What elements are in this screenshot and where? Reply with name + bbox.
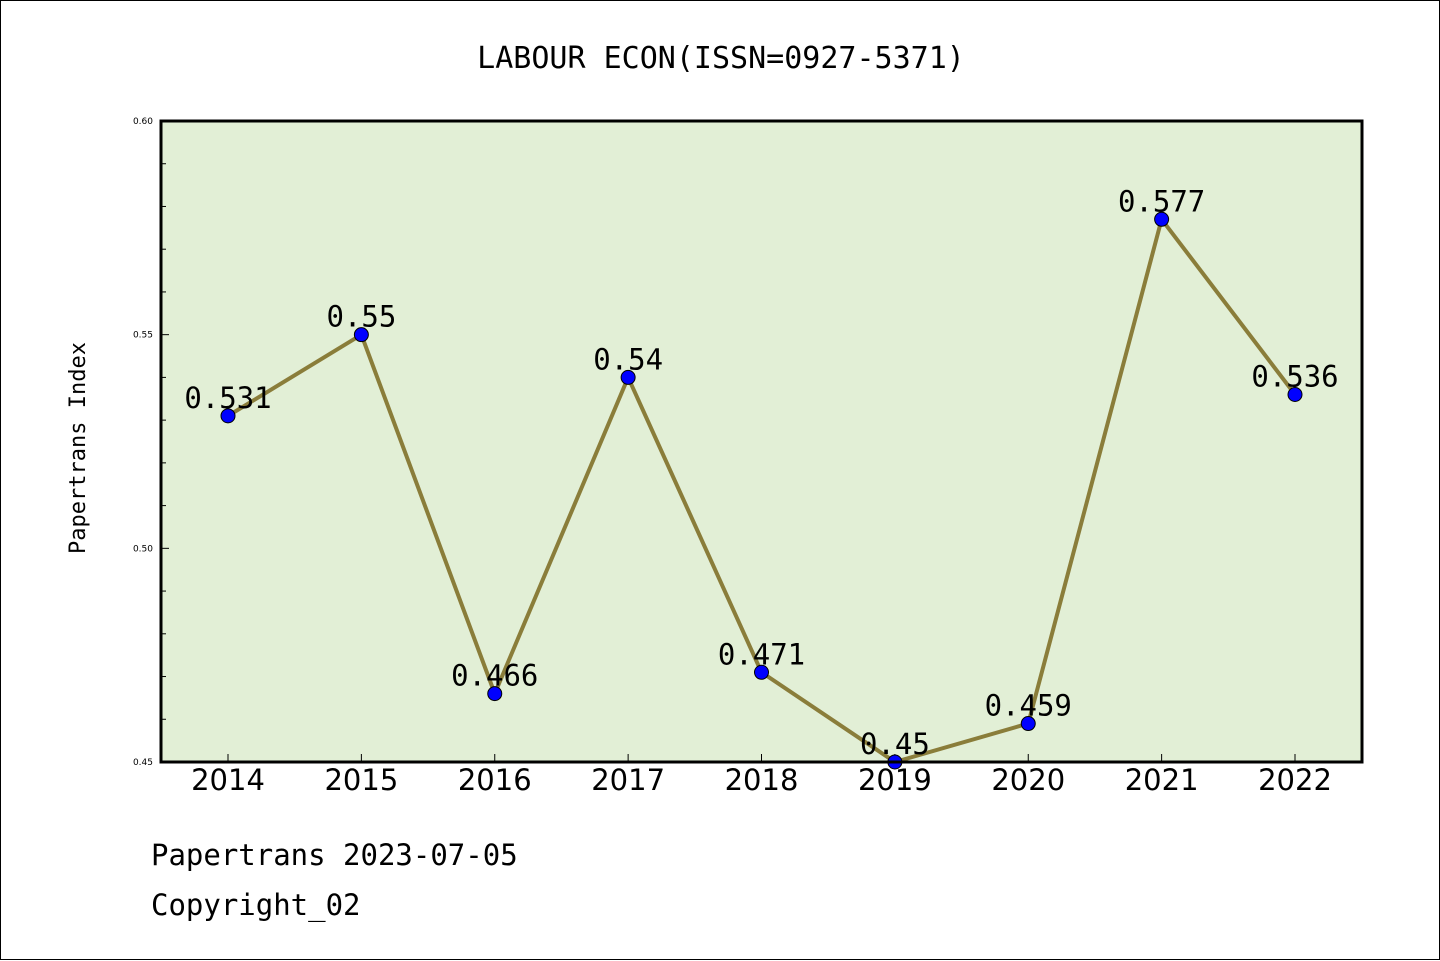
x-tick-label: 2021: [1125, 763, 1199, 797]
data-point-marker: [353, 327, 369, 343]
plot-area: [161, 121, 1362, 762]
data-label: 0.54: [593, 342, 663, 376]
data-point-marker: [220, 408, 236, 424]
footer-date: Papertrans 2023-07-05: [151, 838, 518, 872]
y-tick-label: 0.55: [133, 331, 153, 341]
y-tick-label: 0.45: [133, 758, 153, 768]
data-label: 0.459: [985, 689, 1072, 723]
data-label: 0.536: [1251, 359, 1338, 393]
y-axis-label: Papertrans Index: [66, 342, 91, 554]
x-tick-label: 2015: [324, 763, 398, 797]
data-point-marker: [1154, 211, 1170, 227]
x-tick-label: 2022: [1258, 763, 1332, 797]
data-label: 0.471: [718, 637, 805, 671]
data-label: 0.466: [451, 659, 538, 693]
x-tick-label: 2020: [991, 763, 1065, 797]
data-labels: 0.531 0.55 0.466 0.54 0.471 0.45 0.459 0.577 0.5…: [184, 184, 1338, 761]
data-point-marker: [487, 686, 503, 702]
y-tick-label: 0.50: [133, 544, 153, 554]
x-tick-label: 2016: [458, 763, 532, 797]
data-point-marker: [1287, 386, 1303, 402]
x-tick-label: 2018: [725, 763, 799, 797]
data-label: 0.577: [1118, 184, 1205, 218]
data-label: 0.45: [860, 727, 930, 761]
data-point-marker: [754, 664, 769, 680]
y-tick-label: 0.60: [133, 117, 153, 127]
footer-copyright: Copyright_02: [151, 888, 361, 923]
data-point-marker: [620, 369, 636, 385]
x-tick-label: 2014: [191, 763, 265, 797]
x-tick-label: 2017: [591, 763, 665, 797]
data-label: 0.55: [326, 300, 396, 334]
data-point-marker: [1020, 716, 1036, 732]
chart-title: LABOUR ECON(ISSN=0927-5371): [477, 41, 965, 76]
x-axis-ticks: 2014 2015 2016 2017 2018 2019 2020 2021 2022: [191, 754, 1332, 797]
data-label: 0.531: [184, 381, 271, 415]
plot-border: [159, 119, 1364, 764]
